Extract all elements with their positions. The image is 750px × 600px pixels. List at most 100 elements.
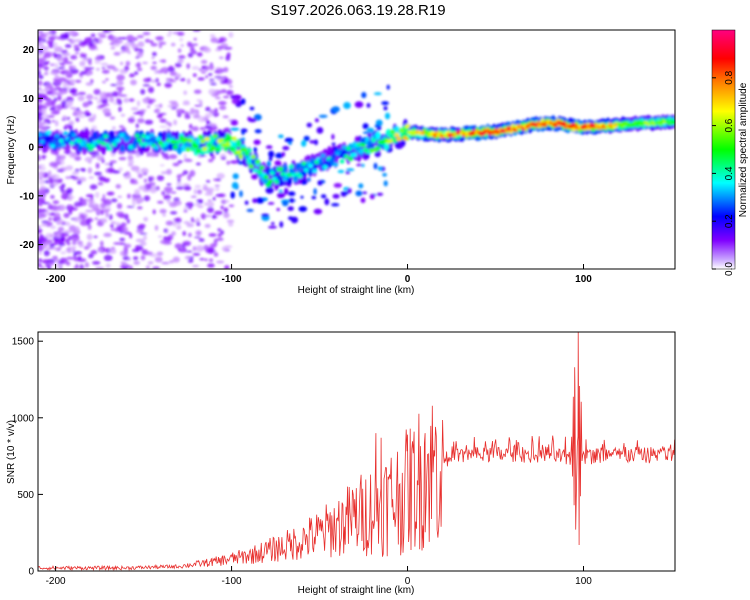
noise-blob bbox=[133, 261, 140, 265]
noise-blob bbox=[87, 224, 92, 231]
noise-blob bbox=[65, 248, 74, 254]
ridge-cell bbox=[231, 136, 237, 142]
noise-blob bbox=[207, 206, 214, 214]
noise-blob bbox=[74, 226, 80, 233]
noise-blob bbox=[135, 56, 140, 59]
noise-blob bbox=[185, 202, 194, 208]
noise-blob bbox=[223, 67, 229, 73]
noise-blob bbox=[78, 40, 87, 47]
ridge-cell bbox=[369, 148, 375, 153]
noise-blob bbox=[278, 134, 284, 139]
noise-blob bbox=[38, 99, 44, 103]
noise-blob bbox=[156, 175, 165, 182]
noise-blob bbox=[253, 147, 258, 152]
noise-blob bbox=[119, 242, 126, 245]
noise-blob bbox=[194, 184, 202, 189]
noise-blob bbox=[207, 247, 215, 254]
noise-blob bbox=[345, 171, 351, 175]
noise-blob bbox=[180, 44, 184, 47]
noise-blob bbox=[355, 190, 363, 197]
noise-blob bbox=[187, 259, 194, 263]
noise-blob bbox=[265, 187, 274, 194]
noise-blob bbox=[168, 154, 178, 160]
noise-blob bbox=[85, 194, 95, 198]
noise-blob bbox=[127, 155, 134, 161]
noise-blob bbox=[50, 99, 56, 106]
noise-blob bbox=[140, 241, 147, 246]
noise-blob bbox=[127, 117, 135, 124]
noise-blob bbox=[78, 72, 84, 77]
snr-panel: -200 -100 0 100 0 500 1000 1500 Height of stra… bbox=[6, 331, 676, 596]
noise-blob bbox=[45, 233, 53, 239]
noise-blob bbox=[38, 74, 44, 80]
chart-title: S197.2026.063.19.28.R19 bbox=[270, 2, 445, 19]
noise-blob bbox=[85, 82, 93, 86]
ridge-cell bbox=[360, 142, 366, 147]
noise-blob bbox=[64, 61, 73, 65]
noise-blob bbox=[287, 206, 294, 212]
noise-blob bbox=[60, 232, 69, 237]
noise-blob bbox=[101, 69, 110, 74]
noise-blob bbox=[61, 87, 68, 90]
noise-blob bbox=[324, 198, 330, 206]
noise-blob bbox=[228, 204, 235, 208]
noise-blob bbox=[186, 78, 191, 85]
noise-blob bbox=[208, 88, 216, 95]
noise-blob bbox=[44, 60, 50, 65]
noise-blob bbox=[107, 64, 115, 68]
noise-blob bbox=[70, 107, 77, 110]
noise-blob bbox=[97, 32, 106, 36]
noise-blob bbox=[159, 125, 168, 128]
ridge-cell bbox=[388, 139, 394, 144]
noise-blob bbox=[226, 219, 235, 223]
noise-blob bbox=[178, 55, 186, 59]
noise-blob bbox=[216, 77, 225, 82]
ridge-cell bbox=[50, 143, 56, 149]
noise-blob bbox=[77, 258, 87, 263]
noise-blob bbox=[173, 119, 178, 126]
noise-blob bbox=[144, 38, 151, 43]
noise-blob bbox=[360, 197, 366, 203]
noise-blob bbox=[267, 202, 275, 205]
noise-blob bbox=[123, 46, 130, 53]
noise-blob bbox=[39, 95, 45, 99]
noise-blob bbox=[128, 98, 135, 102]
noise-blob bbox=[313, 208, 323, 215]
spectrogram-x-label: Height of straight line (km) bbox=[298, 285, 415, 296]
noise-blob bbox=[217, 67, 224, 74]
noise-blob bbox=[105, 263, 111, 269]
noise-blob bbox=[109, 248, 117, 254]
noise-blob bbox=[122, 256, 130, 261]
noise-blob bbox=[166, 33, 172, 37]
noise-blob bbox=[200, 70, 207, 74]
spectrogram-y-ticks: 20 10 0 -10 -20 bbox=[20, 45, 43, 251]
noise-blob bbox=[331, 203, 340, 207]
noise-blob bbox=[220, 205, 224, 210]
noise-blob bbox=[217, 232, 222, 238]
noise-blob bbox=[66, 82, 75, 86]
ridge-cell bbox=[193, 144, 199, 149]
noise-blob bbox=[148, 182, 156, 186]
noise-blob bbox=[161, 262, 170, 265]
noise-blob bbox=[182, 109, 185, 114]
noise-blob bbox=[54, 120, 59, 127]
noise-blob bbox=[251, 174, 258, 180]
noise-blob bbox=[106, 192, 114, 196]
x-tick-label: 100 bbox=[575, 576, 592, 587]
ridge-cell bbox=[236, 149, 242, 155]
noise-blob bbox=[65, 165, 74, 171]
noise-blob bbox=[96, 99, 101, 105]
noise-blob bbox=[184, 111, 190, 117]
noise-blob bbox=[183, 221, 191, 225]
noise-blob bbox=[300, 195, 304, 199]
noise-blob bbox=[99, 91, 108, 98]
noise-blob bbox=[125, 60, 131, 67]
noise-blob bbox=[183, 209, 188, 213]
noise-blob bbox=[144, 251, 153, 256]
noise-blob bbox=[117, 37, 123, 40]
ridge-cell bbox=[195, 148, 202, 154]
noise-blob bbox=[139, 109, 147, 112]
noise-blob bbox=[49, 86, 55, 93]
y-tick-label: -10 bbox=[20, 191, 35, 202]
noise-blob bbox=[109, 160, 117, 164]
